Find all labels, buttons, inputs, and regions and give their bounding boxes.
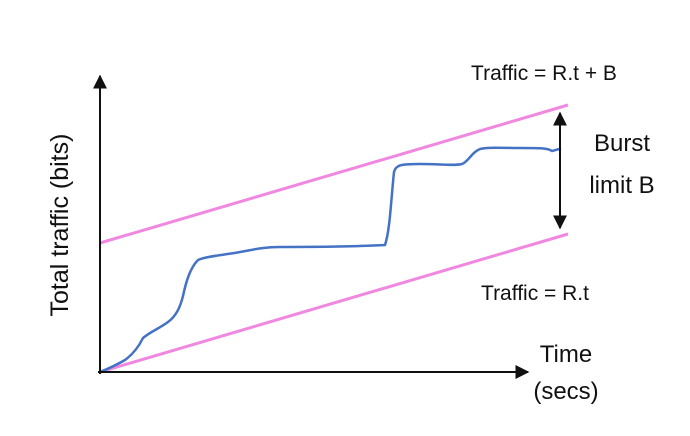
burst-label-line2: limit B <box>589 172 654 199</box>
y-axis-label: Total traffic (bits) <box>46 134 74 317</box>
lower-bound-line <box>99 232 569 374</box>
traffic-curve <box>98 146 562 374</box>
x-axis-label-time: Time <box>540 341 592 368</box>
upper-line-label: Traffic = R.t + B <box>471 62 617 85</box>
lower-line-label: Traffic = R.t <box>481 282 589 305</box>
upper-bound-line <box>99 103 569 245</box>
burst-label-line1: Burst <box>594 130 650 157</box>
x-axis-label-secs: (secs) <box>533 378 598 405</box>
